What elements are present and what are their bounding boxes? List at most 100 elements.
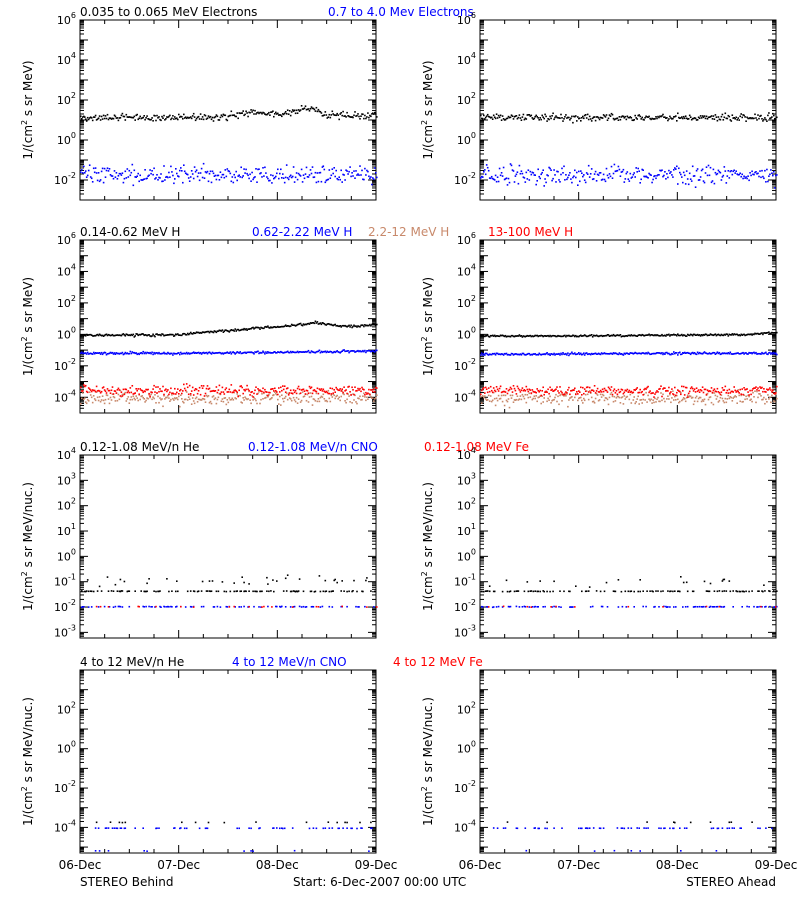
data-point bbox=[121, 351, 124, 354]
data-point bbox=[85, 176, 88, 178]
data-point bbox=[672, 117, 674, 120]
data-point bbox=[775, 118, 777, 121]
data-point bbox=[128, 116, 131, 118]
data-point bbox=[769, 332, 771, 335]
data-point bbox=[229, 391, 232, 393]
data-point bbox=[375, 172, 377, 174]
data-point bbox=[223, 352, 226, 354]
data-point bbox=[203, 398, 206, 401]
data-point bbox=[487, 169, 490, 172]
data-point bbox=[297, 351, 300, 354]
data-point bbox=[275, 326, 277, 329]
data-point bbox=[672, 353, 674, 355]
data-point bbox=[761, 351, 763, 354]
y-tick-label: 104 bbox=[57, 262, 76, 278]
data-point bbox=[653, 118, 655, 120]
data-point bbox=[89, 116, 92, 118]
data-point bbox=[272, 579, 274, 581]
data-point bbox=[307, 176, 310, 178]
data-point bbox=[629, 391, 632, 393]
data-point bbox=[281, 115, 283, 118]
data-point bbox=[520, 398, 523, 401]
data-point bbox=[696, 390, 699, 393]
data-point bbox=[149, 335, 151, 337]
data-point bbox=[744, 388, 746, 391]
data-point bbox=[186, 332, 189, 335]
data-point bbox=[142, 391, 144, 394]
data-point bbox=[213, 116, 216, 119]
data-point bbox=[84, 170, 87, 172]
data-point bbox=[538, 119, 540, 121]
data-point bbox=[331, 351, 334, 354]
data-point bbox=[138, 605, 140, 608]
data-point bbox=[263, 351, 265, 354]
data-point bbox=[269, 327, 271, 329]
data-point bbox=[546, 174, 548, 176]
data-point bbox=[288, 397, 291, 399]
data-point bbox=[703, 334, 706, 336]
data-point bbox=[99, 353, 102, 355]
data-point bbox=[156, 114, 158, 117]
data-point bbox=[704, 388, 707, 391]
data-point bbox=[140, 389, 142, 391]
data-point bbox=[727, 394, 730, 397]
data-point bbox=[327, 116, 330, 118]
data-point bbox=[495, 352, 498, 355]
data-point bbox=[229, 399, 232, 401]
data-point bbox=[705, 333, 708, 336]
data-point bbox=[181, 116, 183, 118]
data-point bbox=[286, 325, 289, 327]
data-point bbox=[685, 335, 688, 337]
data-point bbox=[710, 401, 713, 404]
data-point bbox=[677, 333, 679, 335]
data-point bbox=[581, 335, 583, 337]
data-point bbox=[152, 120, 154, 122]
data-point bbox=[516, 385, 519, 388]
data-point bbox=[359, 387, 361, 390]
data-point bbox=[322, 350, 325, 353]
data-point bbox=[675, 334, 677, 336]
data-point bbox=[313, 398, 316, 401]
data-point bbox=[494, 335, 497, 338]
data-point bbox=[275, 352, 277, 354]
data-point bbox=[643, 352, 645, 355]
data-point bbox=[547, 397, 549, 400]
data-point bbox=[515, 393, 518, 395]
data-point bbox=[666, 117, 668, 119]
data-point bbox=[249, 399, 251, 401]
data-point bbox=[733, 353, 735, 355]
data-point bbox=[629, 352, 632, 354]
data-point bbox=[566, 178, 568, 181]
data-point bbox=[505, 388, 508, 390]
data-point bbox=[617, 388, 620, 391]
data-point bbox=[579, 353, 581, 356]
data-point bbox=[170, 352, 172, 355]
data-point bbox=[329, 177, 332, 179]
data-point bbox=[274, 113, 276, 115]
data-point bbox=[586, 353, 589, 356]
data-point bbox=[674, 395, 676, 398]
data-point bbox=[253, 113, 255, 115]
data-point bbox=[169, 391, 171, 394]
data-point bbox=[244, 389, 246, 392]
data-point bbox=[559, 354, 561, 356]
data-point bbox=[642, 169, 644, 171]
data-point bbox=[588, 176, 591, 178]
data-point bbox=[168, 115, 170, 118]
data-point bbox=[736, 333, 738, 336]
data-point bbox=[717, 401, 720, 403]
data-point bbox=[231, 397, 234, 400]
data-point bbox=[569, 172, 571, 174]
data-point bbox=[89, 590, 92, 592]
data-point bbox=[338, 325, 340, 328]
data-point bbox=[300, 606, 303, 608]
data-point bbox=[117, 175, 120, 177]
data-point bbox=[338, 351, 340, 354]
data-point bbox=[572, 121, 574, 124]
data-point bbox=[206, 590, 209, 592]
data-point bbox=[712, 351, 715, 354]
data-point bbox=[141, 395, 143, 397]
data-point bbox=[636, 387, 638, 389]
data-point bbox=[560, 335, 562, 338]
data-point bbox=[578, 390, 580, 392]
